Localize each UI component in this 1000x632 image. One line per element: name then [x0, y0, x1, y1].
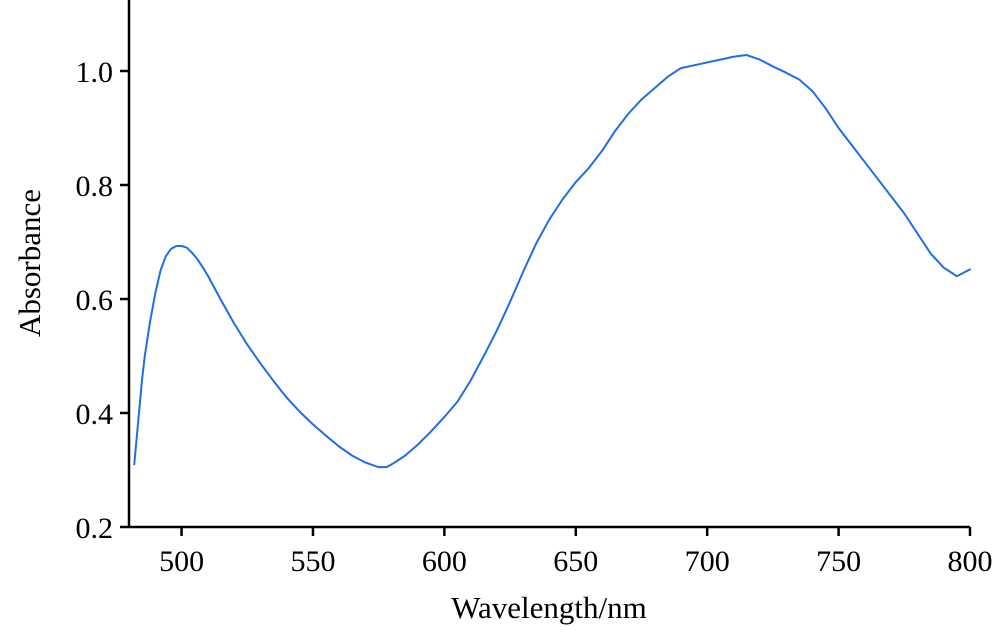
x-tick-label: 800 — [948, 545, 993, 578]
x-tick-label: 700 — [685, 545, 730, 578]
y-tick-label: 1.0 — [76, 56, 114, 89]
y-tick-label: 0.6 — [76, 284, 114, 317]
x-tick-label: 600 — [422, 545, 467, 578]
x-tick-label: 650 — [553, 545, 598, 578]
x-axis-label: Wavelength/nm — [451, 590, 647, 625]
x-tick-label: 750 — [816, 545, 861, 578]
absorbance-series-line — [133, 54, 971, 469]
y-tick-label: 0.2 — [76, 512, 114, 545]
y-tick-label: 0.4 — [76, 398, 114, 431]
y-ticks: 0.2 0.4 0.6 0.8 1.0 — [76, 56, 129, 545]
axes — [127, 0, 970, 529]
y-axis-label: Absorbance — [12, 189, 47, 337]
y-tick-label: 0.8 — [76, 170, 114, 203]
x-tick-label: 550 — [290, 545, 335, 578]
x-ticks: 500 550 600 650 700 750 800 — [159, 527, 993, 578]
x-tick-label: 500 — [159, 545, 204, 578]
